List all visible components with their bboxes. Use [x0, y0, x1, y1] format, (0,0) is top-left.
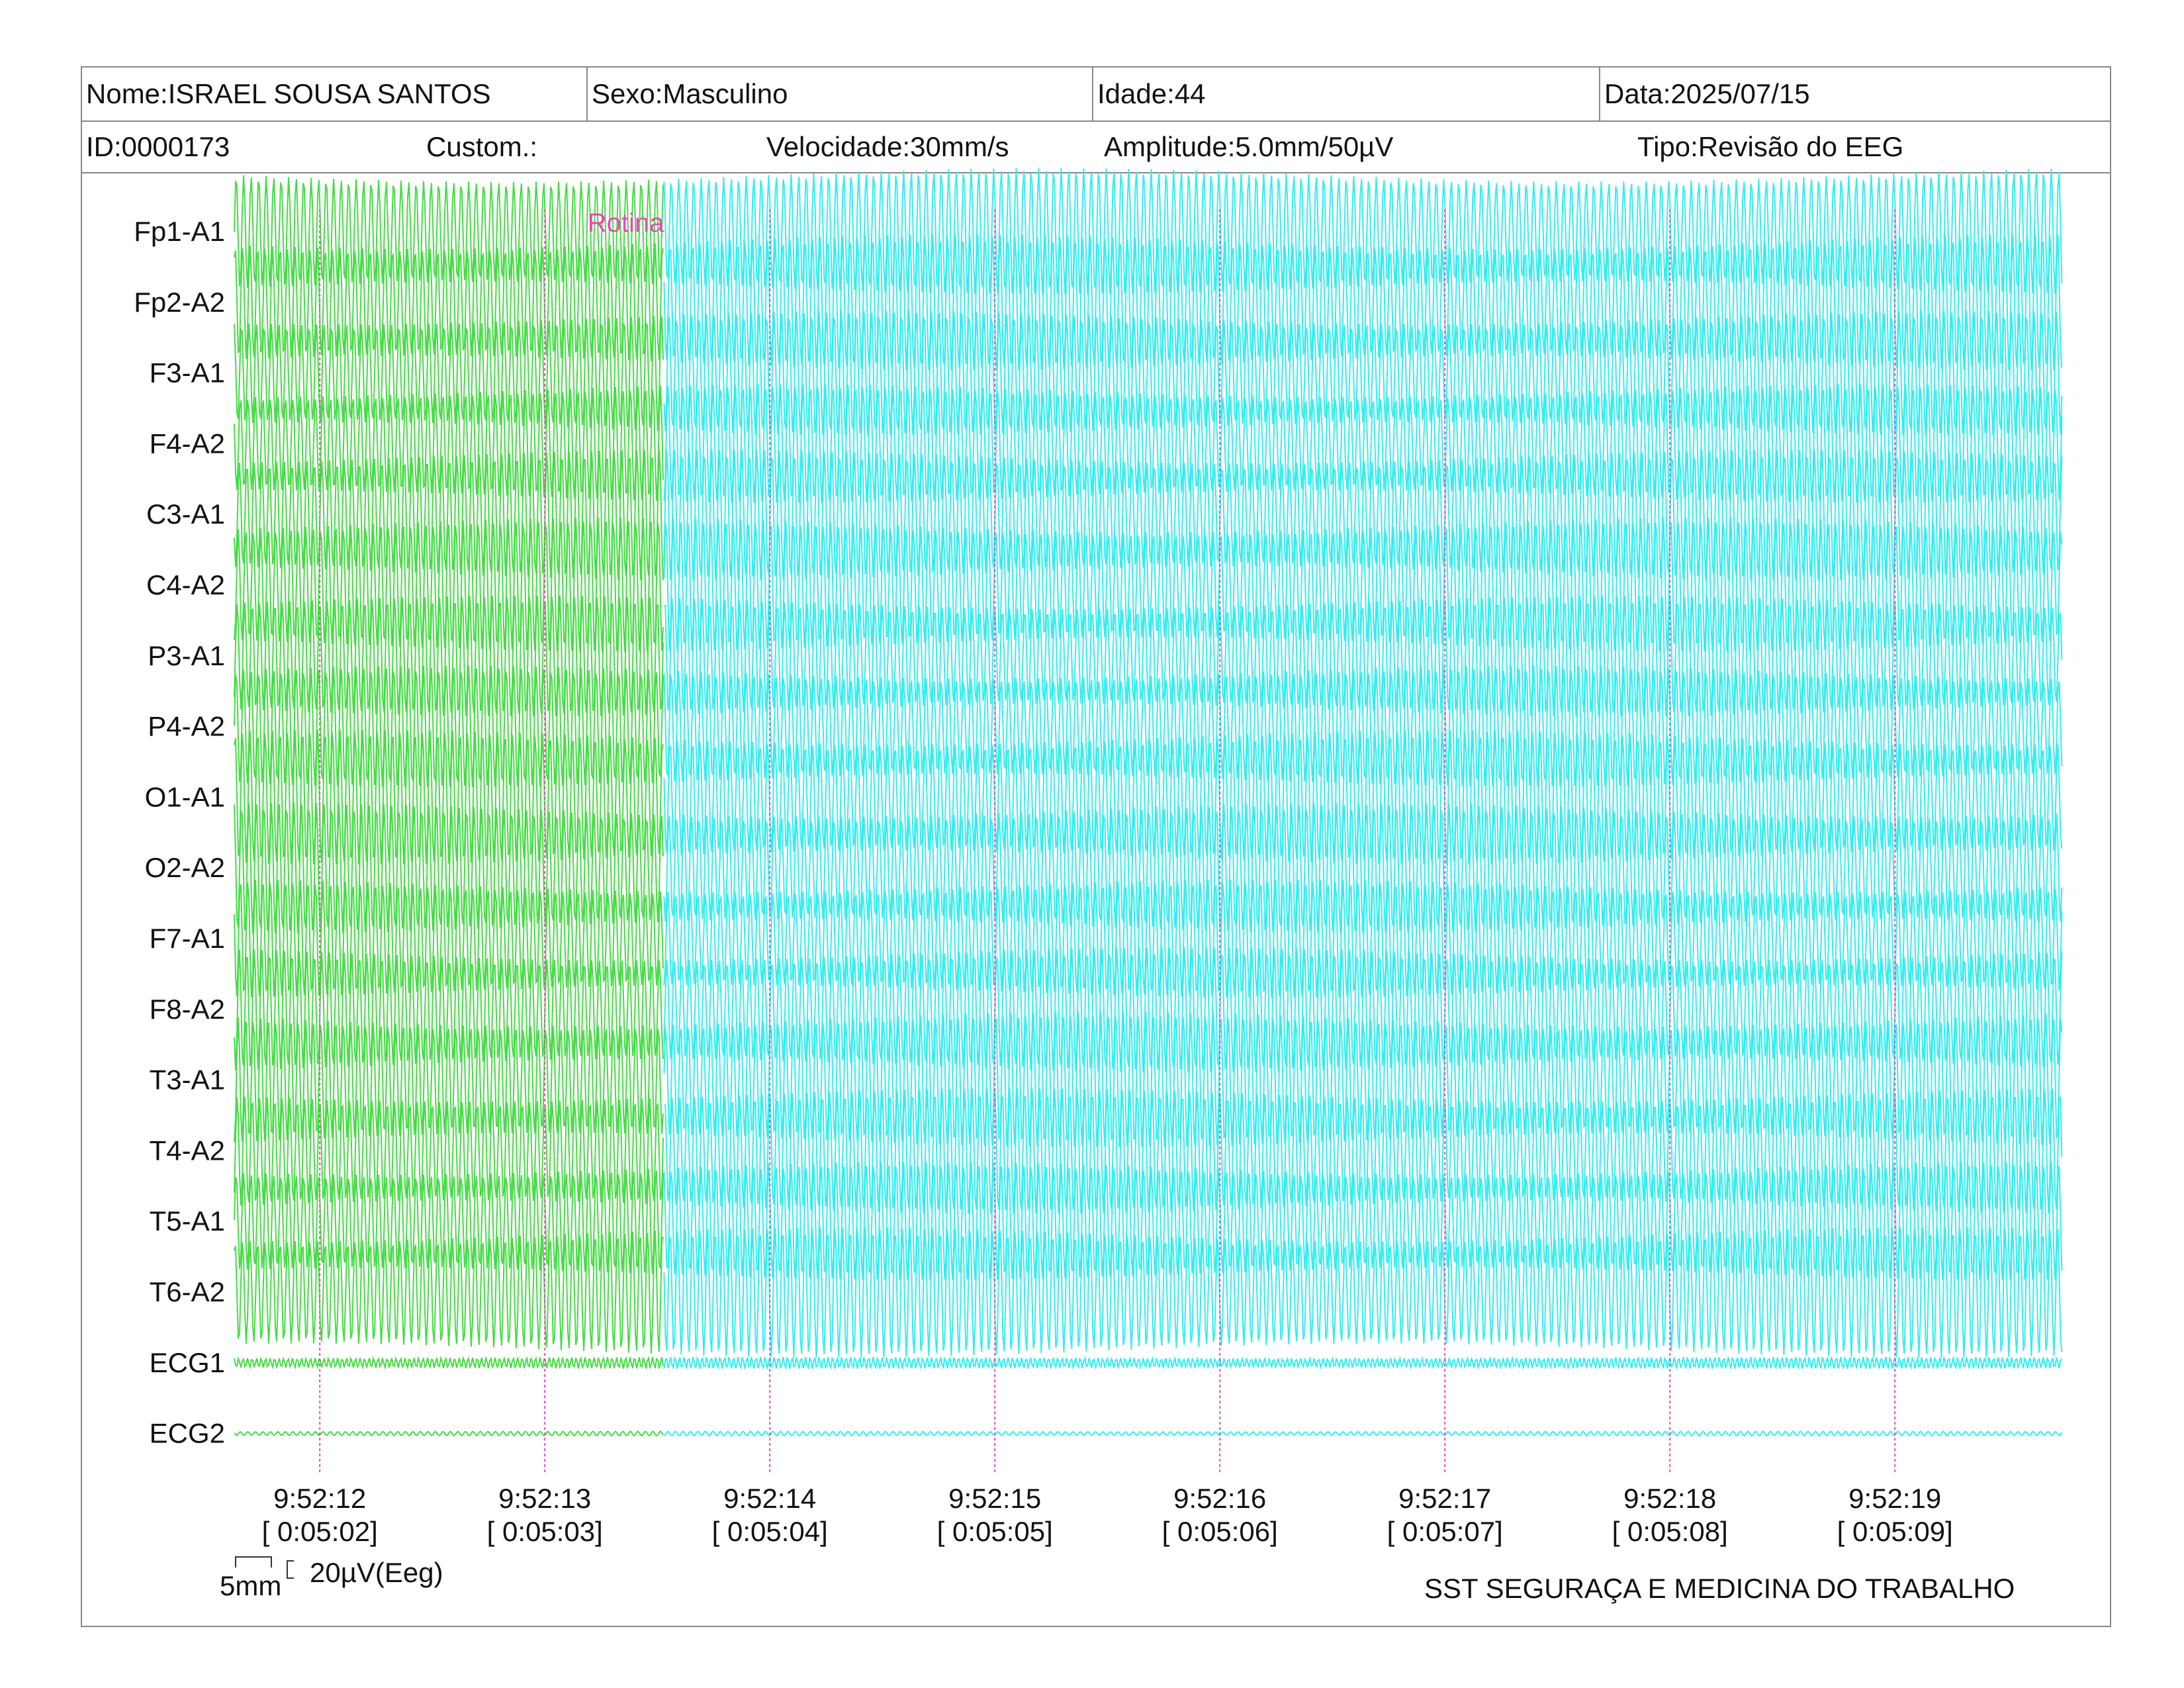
divider: [1092, 68, 1093, 120]
trace-f7-a1: [234, 879, 664, 998]
trace-t5-a1: [234, 1168, 664, 1274]
time-mark-elapsed: [ 0:05:06]: [1162, 1516, 1278, 1547]
trace-p3-a1: [663, 596, 2063, 717]
trace-t6-a2: [663, 1227, 2063, 1358]
divider: [586, 68, 588, 120]
time-mark-elapsed: [ 0:05:08]: [1612, 1516, 1728, 1547]
patient-id: ID:0000173: [86, 131, 230, 162]
trace-o2-a2: [663, 802, 2063, 933]
time-mark-elapsed: [ 0:05:03]: [487, 1516, 603, 1547]
channel-label: C3-A1: [146, 498, 225, 530]
amplitude-setting: Amplitude:5.0mm/50µV: [1104, 131, 1394, 162]
trace-c4-a2: [234, 518, 664, 652]
organization-label: SST SEGURAÇA E MEDICINA DO TRABALHO: [1424, 1573, 2015, 1604]
trace-fp1-a1: [234, 175, 664, 288]
time-mark-clock: 9:52:12: [273, 1483, 366, 1514]
trace-fp1-a1: [663, 167, 2063, 295]
time-mark-elapsed: [ 0:05:09]: [1837, 1516, 1953, 1547]
patient-sex: Sexo:Masculino: [592, 78, 788, 109]
channel-label: P3-A1: [148, 640, 225, 671]
trace-fp2-a2: [663, 234, 2063, 371]
channel-label: T4-A2: [150, 1135, 225, 1166]
time-mark-clock: 9:52:13: [498, 1483, 591, 1514]
trace-t3-a1: [234, 1017, 664, 1142]
time-mark-elapsed: [ 0:05:07]: [1387, 1516, 1503, 1547]
trace-p4-a2: [234, 665, 664, 788]
channel-label: Fp2-A2: [134, 287, 225, 318]
trace-t6-a2: [234, 1231, 664, 1354]
report-frame: Nome:ISRAEL SOUSA SANTOS Sexo:Masculino …: [81, 66, 2111, 1627]
trace-t4-a2: [664, 1088, 2063, 1215]
time-mark-clock: 9:52:18: [1623, 1483, 1716, 1514]
calibration-scale-bar: [235, 1556, 294, 1579]
time-mark-clock: 9:52:15: [948, 1483, 1041, 1514]
channel-label: T3-A1: [150, 1064, 225, 1096]
trace-t4-a2: [234, 1096, 664, 1206]
exam-date: Data:2025/07/15: [1604, 78, 1810, 109]
channel-label: Fp1-A1: [134, 216, 225, 247]
trace-p4-a2: [663, 665, 2063, 787]
trace-f8-a2: [234, 949, 664, 1071]
channel-label: ECG1: [150, 1347, 225, 1378]
scale-amplitude-label: 20µV(Eeg): [310, 1557, 443, 1588]
trace-ecg2: [234, 1430, 664, 1437]
eeg-trace-chart: Fp1-A1 Fp2-A2 F3-A1 F4-A2 C3-A1 C4-A2 P3-A1 P4-…: [134, 167, 2063, 1579]
speed-setting: Velocidade:30mm/s: [766, 131, 1009, 162]
channel-label: T5-A1: [150, 1205, 225, 1237]
exam-type: Tipo:Revisão do EEG: [1637, 131, 1904, 162]
annotation-label: Rotina: [588, 209, 664, 238]
time-mark-elapsed: [ 0:05:02]: [262, 1516, 378, 1547]
channel-label: F7-A1: [150, 923, 225, 954]
trace-c3-a1: [663, 449, 2063, 581]
patient-age: Idade:44: [1097, 78, 1206, 109]
trace-ecg2: [663, 1430, 2063, 1437]
channel-label: P4-A2: [148, 711, 225, 742]
trace-p3-a1: [234, 595, 664, 717]
scale-time-label: 5mm: [220, 1570, 282, 1601]
channel-label: O2-A2: [145, 852, 225, 883]
trace-ecg1: [663, 1355, 2062, 1370]
trace-f3-a1: [234, 316, 664, 432]
custom-field: Custom.:: [426, 131, 538, 162]
time-mark-elapsed: [ 0:05:05]: [937, 1516, 1053, 1547]
trace-t3-a1: [663, 1011, 2063, 1148]
channel-label: C4-A2: [146, 569, 225, 600]
header-row-2: ID:0000173 Custom.: Velocidade:30mm/s Am…: [82, 122, 2110, 173]
trace-c4-a2: [663, 518, 2063, 652]
trace-f4-a2: [234, 385, 664, 501]
channel-label: F8-A2: [150, 994, 225, 1025]
channel-label: O1-A1: [145, 781, 225, 812]
channel-label: F3-A1: [150, 357, 225, 389]
time-mark-clock: 9:52:19: [1848, 1483, 1941, 1514]
trace-fp2-a2: [234, 243, 664, 361]
time-mark-clock: 9:52:16: [1173, 1483, 1266, 1514]
channel-label: F4-A2: [150, 428, 225, 459]
time-mark-clock: 9:52:14: [723, 1483, 816, 1514]
trace-o1-a1: [234, 729, 664, 865]
trace-c3-a1: [234, 449, 664, 581]
trace-ecg1: [234, 1355, 664, 1370]
trace-f4-a2: [663, 384, 2063, 503]
patient-name: Nome:ISRAEL SOUSA SANTOS: [86, 78, 491, 109]
trace-t5-a1: [663, 1162, 2063, 1280]
header-row-1: Nome:ISRAEL SOUSA SANTOS Sexo:Masculino …: [82, 68, 2110, 122]
trace-f8-a2: [663, 947, 2063, 1073]
trace-o1-a1: [663, 730, 2063, 865]
channel-label: ECG2: [150, 1418, 225, 1449]
divider: [1599, 68, 1600, 120]
channel-label: T6-A2: [150, 1276, 225, 1307]
time-mark-clock: 9:52:17: [1398, 1483, 1491, 1514]
time-mark-elapsed: [ 0:05:04]: [712, 1516, 828, 1547]
